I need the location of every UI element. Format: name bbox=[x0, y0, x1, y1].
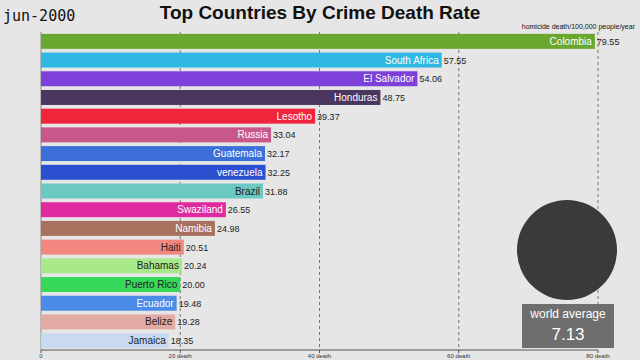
bar bbox=[41, 202, 226, 217]
bar bbox=[41, 296, 177, 311]
category-label: Ecuador bbox=[136, 298, 174, 309]
category-label: Guatemala bbox=[213, 148, 262, 159]
data-label: 19.48 bbox=[179, 299, 202, 309]
bar bbox=[41, 221, 215, 236]
data-label: 57.55 bbox=[444, 56, 467, 66]
category-label: venezuela bbox=[217, 167, 263, 178]
grid-line bbox=[598, 32, 599, 350]
date: jun-2000 bbox=[3, 7, 75, 25]
bars bbox=[41, 34, 595, 348]
data-label: 32.17 bbox=[267, 149, 290, 159]
world-average: world average 7.13 bbox=[517, 200, 617, 348]
tick-label: 0 bbox=[39, 353, 43, 359]
category-label: Haiti bbox=[161, 242, 181, 253]
category-label: Brazil bbox=[235, 186, 260, 197]
category-label: Honduras bbox=[334, 92, 377, 103]
labels: Colombia 79.55 South Africa 57.55 El Salvado… bbox=[125, 36, 619, 346]
title: Top Countries By Crime Death Rate bbox=[160, 2, 481, 23]
subtitle: homicide death/100,000 people/year bbox=[522, 23, 636, 31]
data-label: 31.88 bbox=[265, 187, 288, 197]
bar bbox=[41, 53, 442, 68]
chart: 0 20 death 40 death 60 death 80 death Colombi… bbox=[0, 0, 640, 360]
tick-label: 20 death bbox=[169, 353, 192, 359]
bar bbox=[41, 314, 175, 329]
category-label: Russia bbox=[237, 129, 268, 140]
data-label: 32.25 bbox=[268, 168, 291, 178]
data-label: 20.51 bbox=[186, 243, 209, 253]
bar bbox=[41, 240, 184, 255]
tick-label: 60 death bbox=[447, 353, 470, 359]
bar bbox=[41, 333, 169, 348]
bar bbox=[41, 71, 417, 86]
data-label: 20.00 bbox=[182, 280, 205, 290]
category-label: Swaziland bbox=[177, 204, 223, 215]
average-box bbox=[522, 304, 614, 348]
category-label: El Salvador bbox=[363, 73, 415, 84]
tick-label: 80 death bbox=[586, 353, 609, 359]
bar bbox=[41, 146, 265, 161]
emblem bbox=[517, 200, 617, 300]
bar bbox=[41, 34, 595, 49]
data-label: 79.55 bbox=[597, 37, 620, 47]
data-label: 18.35 bbox=[171, 336, 194, 346]
bar bbox=[41, 184, 263, 199]
bar bbox=[41, 258, 182, 273]
bar bbox=[41, 277, 180, 292]
data-label: 20.24 bbox=[184, 261, 207, 271]
data-label: 26.55 bbox=[228, 205, 251, 215]
grid-line bbox=[458, 32, 459, 350]
category-label: Jamaica bbox=[129, 335, 167, 346]
average-value: 7.13 bbox=[551, 325, 584, 344]
data-label: 54.06 bbox=[419, 74, 442, 84]
category-label: Colombia bbox=[550, 36, 593, 47]
data-label: 48.75 bbox=[382, 93, 405, 103]
data-label: 33.04 bbox=[273, 130, 296, 140]
category-label: Belize bbox=[145, 316, 173, 327]
data-label: 19.28 bbox=[177, 317, 200, 327]
bar bbox=[41, 127, 271, 142]
category-label: Namibia bbox=[175, 223, 212, 234]
average-label: world average bbox=[529, 307, 606, 321]
data-label: 24.98 bbox=[217, 224, 240, 234]
category-label: South Africa bbox=[385, 55, 439, 66]
tick-label: 40 death bbox=[308, 353, 331, 359]
bar bbox=[41, 165, 266, 180]
data-label: 39.37 bbox=[317, 112, 340, 122]
category-label: Lesotho bbox=[277, 111, 313, 122]
category-label: Bahamas bbox=[137, 260, 179, 271]
bar bbox=[41, 90, 380, 105]
axis-line bbox=[41, 350, 598, 351]
category-label: Puerto Rico bbox=[125, 279, 178, 290]
background bbox=[0, 0, 640, 360]
bar bbox=[41, 109, 315, 124]
